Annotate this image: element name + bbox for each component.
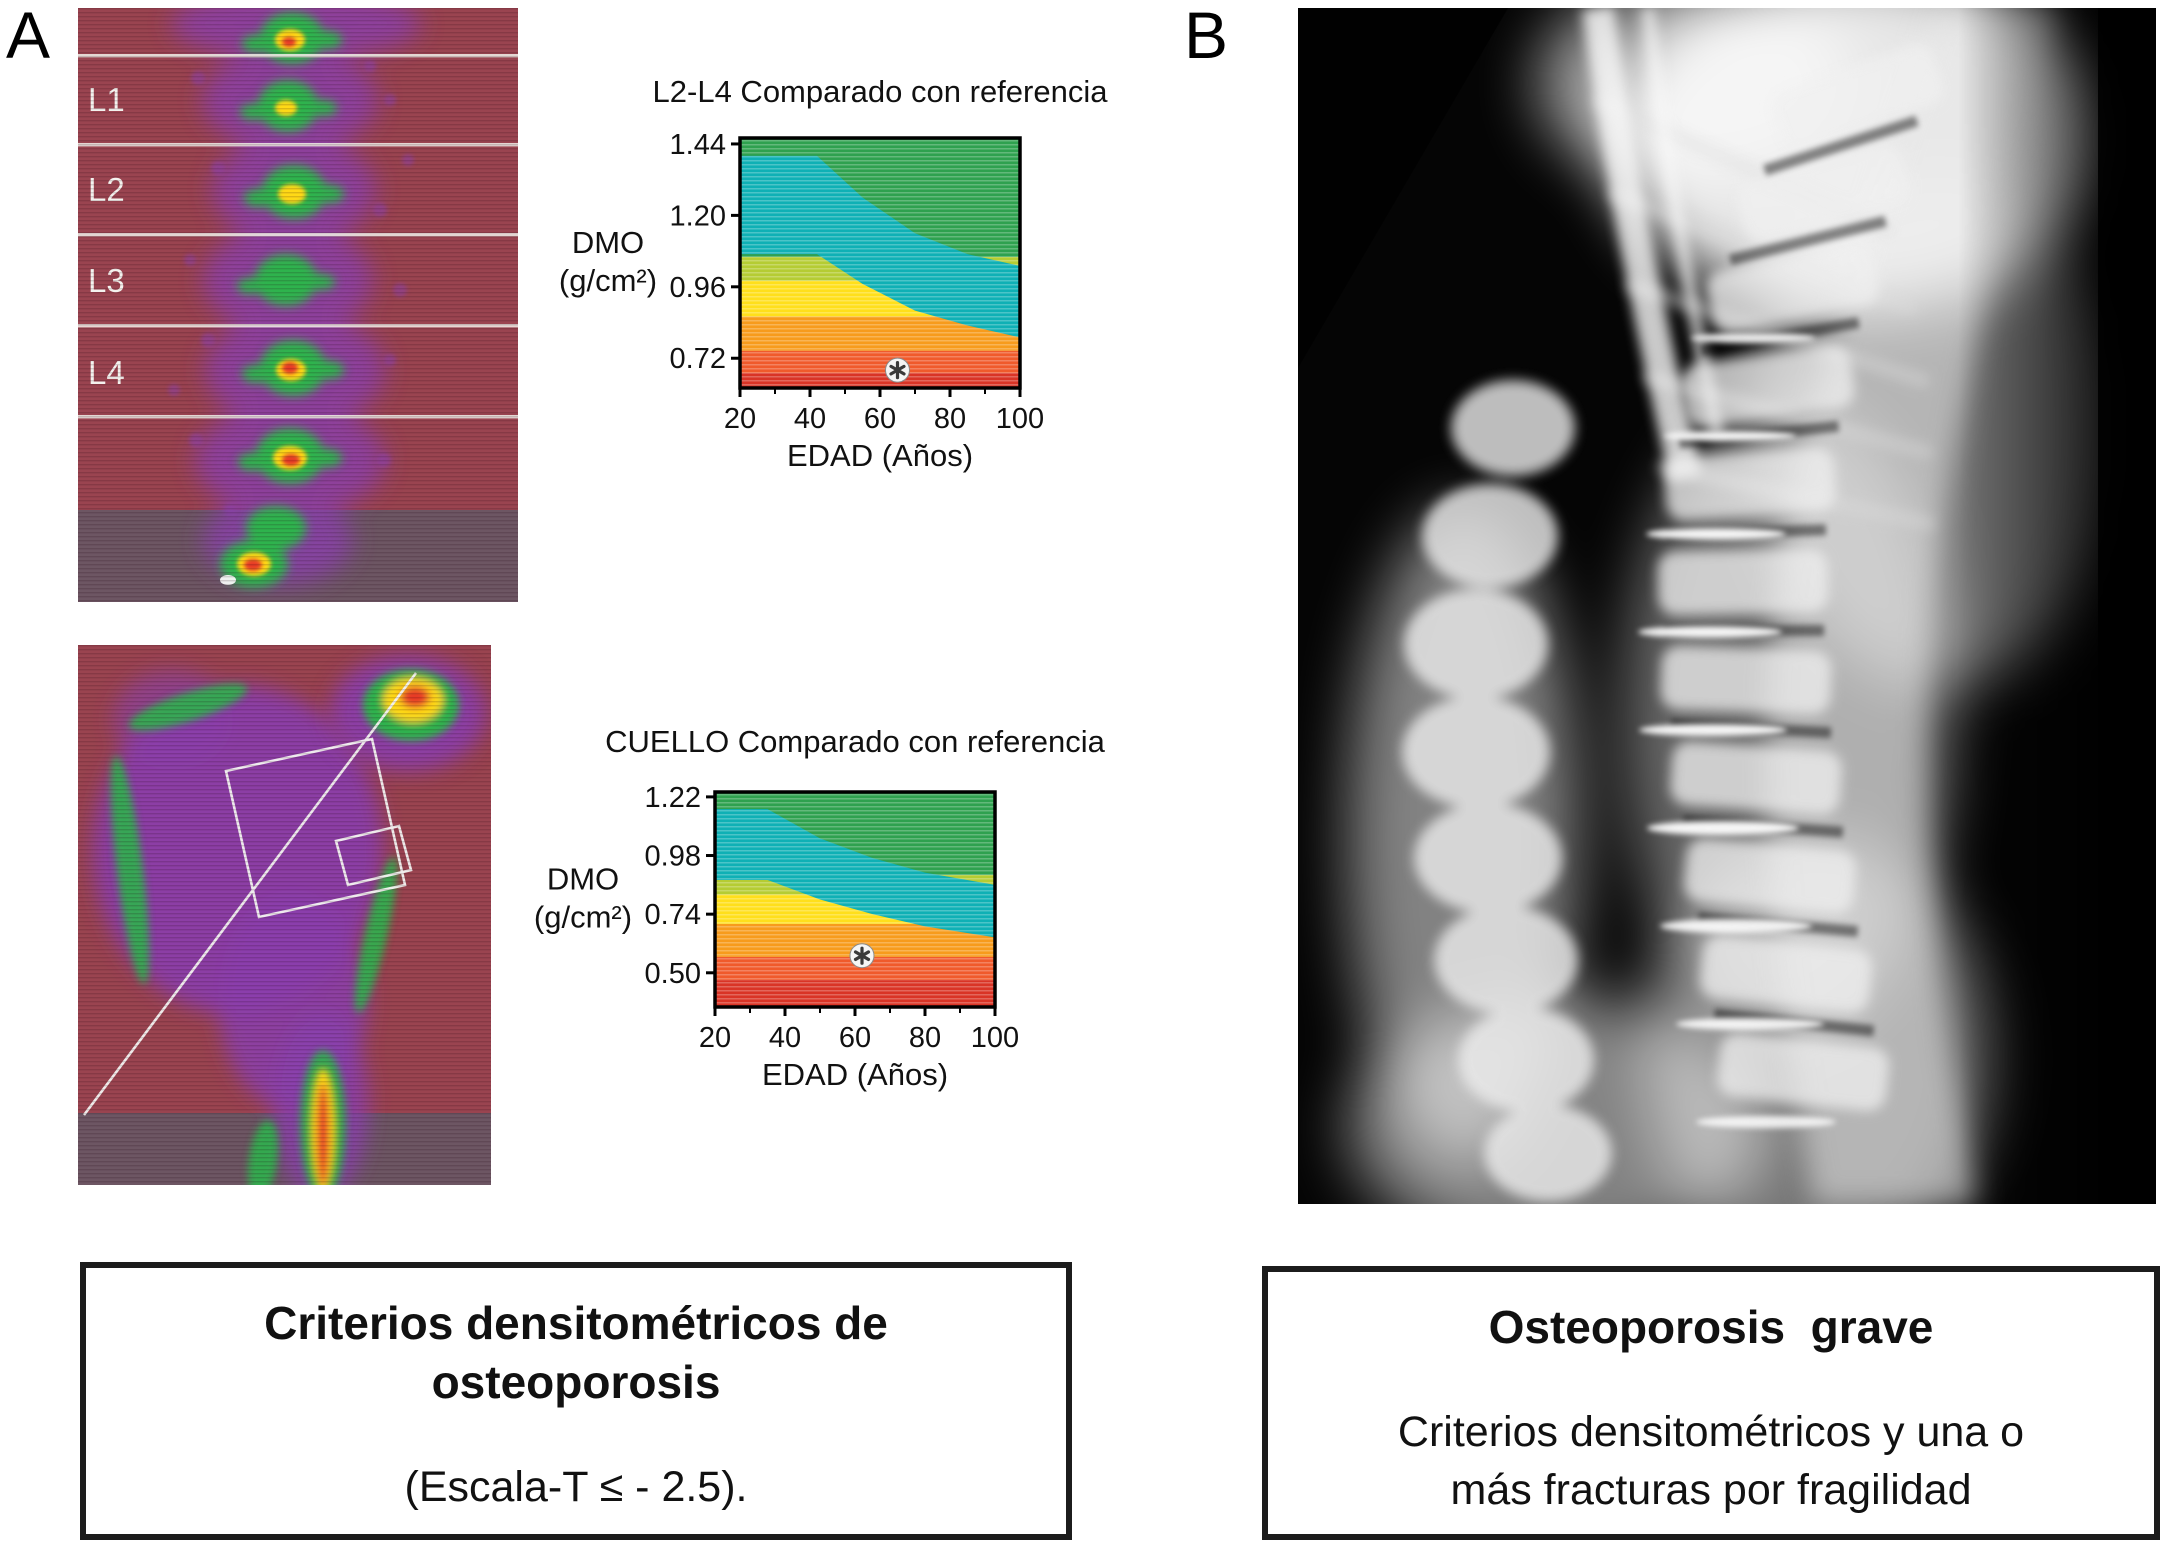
svg-text:20: 20 — [724, 403, 756, 435]
svg-text:0.98: 0.98 — [645, 841, 701, 873]
svg-text:60: 60 — [864, 403, 896, 435]
panel-a-label: A — [6, 0, 51, 72]
spine-xray-image — [1298, 8, 2156, 1204]
svg-text:L2-L4 Comparado con referencia: L2-L4 Comparado con referencia — [653, 74, 1109, 109]
severe-osteoporosis-box: Osteoporosis grave Criterios densitométr… — [1262, 1266, 2160, 1540]
severe-box-body: Criterios densitométricos y una o más fr… — [1397, 1407, 2025, 1514]
endplate-highlights — [1638, 333, 1836, 1128]
svg-text:1.20: 1.20 — [670, 200, 726, 232]
svg-text:1.44: 1.44 — [670, 129, 726, 161]
spine-dxa-scan-image: L1 L2 L3 L4 — [78, 8, 518, 602]
svg-text:40: 40 — [769, 1022, 801, 1054]
panel-b-label: B — [1184, 0, 1229, 72]
anterior-vertebral-margins — [1402, 380, 1612, 1201]
vertebral-bodies — [1657, 43, 1944, 1111]
osteoporosis-criteria-box: Criterios densitométricos de osteoporosi… — [80, 1262, 1072, 1540]
criteria-box-threshold: (Escala-T ≤ - 2.5). — [404, 1462, 748, 1511]
svg-text:0.96: 0.96 — [670, 272, 726, 304]
svg-text:80: 80 — [934, 403, 966, 435]
svg-text:EDAD (Años): EDAD (Años) — [787, 438, 973, 473]
svg-text:0.72: 0.72 — [670, 343, 726, 375]
svg-text:EDAD (Años): EDAD (Años) — [762, 1057, 948, 1092]
criteria-box-title: Criterios densitométricos de osteoporosi… — [264, 1297, 888, 1408]
svg-text:60: 60 — [839, 1022, 871, 1054]
hip-dxa-scan-image — [78, 645, 491, 1185]
svg-text:80: 80 — [909, 1022, 941, 1054]
severe-box-title: Osteoporosis grave — [1488, 1301, 1934, 1353]
svg-text:100: 100 — [971, 1022, 1019, 1054]
svg-text:CUELLO Comparado con referenci: CUELLO Comparado con referencia — [605, 724, 1105, 759]
svg-text:1.22: 1.22 — [645, 782, 701, 814]
svg-text:DMO(g/cm²): DMO (g/cm²) — [559, 225, 657, 298]
svg-text:40: 40 — [794, 403, 826, 435]
svg-text:0.74: 0.74 — [645, 899, 701, 931]
l2l4-dxa-reference-chart: 0.72 0.96 1.20 1.44 20 40 60 80 100 L2-L4 Compara… — [559, 74, 1108, 473]
svg-text:DMO(g/cm²): DMO (g/cm²) — [534, 862, 632, 935]
svg-text:20: 20 — [699, 1022, 731, 1054]
svg-text:100: 100 — [996, 403, 1044, 435]
femoral-neck-dxa-reference-chart: 0.50 0.74 0.98 1.22 20 40 60 80 100 CUELLO Compar… — [534, 724, 1106, 1092]
svg-text:0.50: 0.50 — [645, 958, 701, 990]
